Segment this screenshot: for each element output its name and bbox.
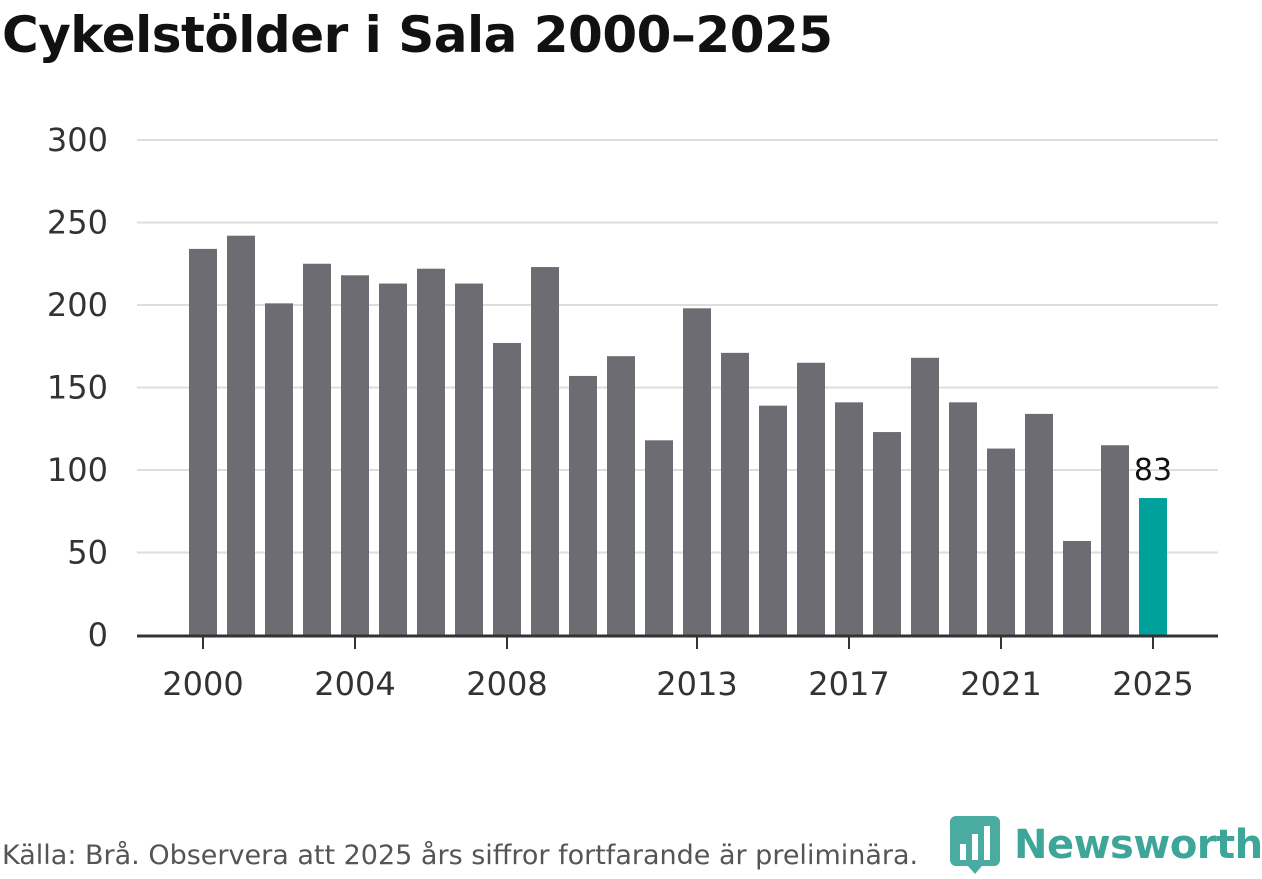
bar-2010 [569, 375, 597, 635]
bar-2014 [721, 352, 749, 635]
x-tick-label: 2017 [808, 665, 889, 703]
x-tick-label: 2004 [314, 665, 395, 703]
bar-2025 [1139, 498, 1167, 635]
bar-2024 [1101, 445, 1129, 635]
grid-lines [137, 139, 1218, 554]
x-tick-label: 2008 [466, 665, 547, 703]
bar-2016 [797, 362, 825, 635]
bar-2005 [379, 283, 407, 635]
bar-2023 [1063, 540, 1091, 635]
x-axis-ticks: 2000 2004 2008 2013 2017 2021 2025 [162, 637, 1194, 703]
y-tick-label: 300 [47, 121, 108, 159]
brand-logo: Newsworthy [950, 815, 1262, 875]
bar-2006 [417, 268, 445, 635]
y-tick-label: 50 [67, 534, 108, 572]
x-tick-label: 2013 [656, 665, 737, 703]
bar-2013 [683, 308, 711, 635]
bar-2003 [303, 263, 331, 635]
y-axis-ticks: 0 50 100 150 200 250 300 [47, 121, 108, 654]
data-labels: 83 [1134, 453, 1172, 488]
bar-2019 [911, 357, 939, 635]
bar-2009 [531, 267, 559, 635]
y-tick-label: 200 [47, 286, 108, 324]
bar-2007 [455, 283, 483, 635]
y-tick-label: 250 [47, 204, 108, 242]
y-tick-label: 150 [47, 369, 108, 407]
bar-2022 [1025, 413, 1053, 635]
y-tick-label: 0 [88, 616, 108, 654]
bar-2000 [189, 248, 217, 635]
brand-name: Newsworthy [1014, 822, 1262, 868]
bar-2015 [759, 405, 787, 635]
bar-2004 [341, 275, 369, 635]
bar-chart-logo-icon [950, 816, 1000, 874]
y-tick-label: 100 [47, 451, 108, 489]
bar-2011 [607, 356, 635, 635]
bar-2021 [987, 448, 1015, 635]
data-label-2025: 83 [1134, 453, 1172, 488]
bar-2002 [265, 303, 293, 635]
source-note: Källa: Brå. Observera att 2025 års siffr… [2, 840, 919, 871]
bar-2018 [873, 432, 901, 635]
x-tick-label: 2000 [162, 665, 243, 703]
bar-2012 [645, 440, 673, 635]
bars [189, 235, 1167, 635]
bar-2017 [835, 402, 863, 635]
bar-2008 [493, 342, 521, 635]
bar-2020 [949, 402, 977, 635]
bar-2001 [227, 235, 255, 635]
x-tick-label: 2021 [960, 665, 1041, 703]
page-title: Cykelstölder i Sala 2000–2025 [2, 6, 833, 64]
x-tick-label: 2025 [1112, 665, 1193, 703]
